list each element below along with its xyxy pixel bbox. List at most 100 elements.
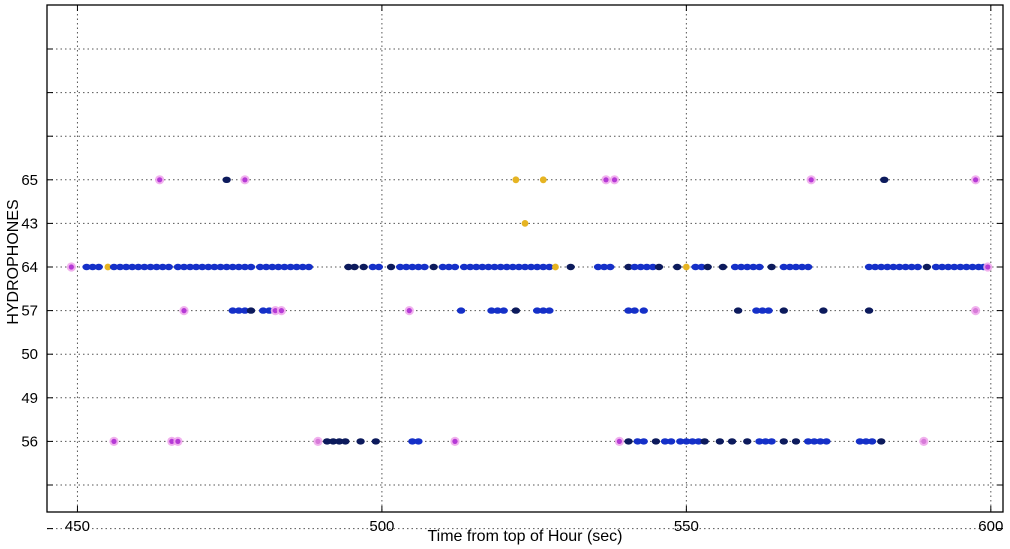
detection-point xyxy=(651,438,661,445)
detection-point xyxy=(82,263,91,271)
detection-point xyxy=(624,307,633,314)
detection-point xyxy=(985,264,991,270)
detection-point xyxy=(191,263,201,271)
detection-point xyxy=(743,263,752,271)
detection-point xyxy=(240,307,250,314)
detection-point xyxy=(532,307,542,314)
detection-point xyxy=(743,438,752,445)
detection-point xyxy=(639,307,648,314)
detection-point xyxy=(962,263,971,271)
detection-point xyxy=(691,263,700,271)
detection-point xyxy=(913,263,922,271)
detection-point xyxy=(526,263,536,271)
detection-point xyxy=(255,263,265,271)
detection-point xyxy=(490,263,499,271)
detection-point xyxy=(268,263,277,271)
y-tick-label: 56 xyxy=(21,433,38,450)
detection-point xyxy=(931,263,941,271)
detection-point xyxy=(88,263,97,271)
y-tick-label: 64 xyxy=(21,259,38,276)
detection-point xyxy=(520,263,530,271)
detection-point xyxy=(104,263,112,271)
detection-point xyxy=(972,308,979,314)
detection-point xyxy=(539,176,547,184)
x-axis-label: Time from top of Hour (sec) xyxy=(427,528,622,545)
detection-point xyxy=(803,263,813,271)
detection-point xyxy=(593,263,603,271)
detection-point xyxy=(472,263,481,271)
detection-point xyxy=(452,438,458,444)
detection-point xyxy=(115,263,125,271)
detection-point xyxy=(111,438,117,444)
detection-point xyxy=(700,438,709,445)
x-tick-label: 500 xyxy=(369,518,394,535)
detection-point xyxy=(438,263,447,271)
detection-point xyxy=(344,263,353,271)
detection-point xyxy=(539,307,548,314)
detection-point xyxy=(246,307,256,314)
detection-point xyxy=(867,438,877,445)
detection-point xyxy=(922,263,932,271)
detection-point xyxy=(395,263,405,271)
detection-point xyxy=(140,263,149,271)
detection-point xyxy=(861,438,871,445)
detection-point xyxy=(758,307,767,314)
grid-lines xyxy=(47,5,1003,530)
detection-point xyxy=(864,263,874,271)
detection-point xyxy=(616,438,622,444)
detection-point xyxy=(514,263,524,271)
detection-point xyxy=(749,263,758,271)
detection-point xyxy=(630,307,639,314)
detection-point xyxy=(545,307,554,314)
detection-point xyxy=(779,438,788,445)
detection-point xyxy=(222,176,231,183)
detection-point xyxy=(280,263,289,271)
detection-point xyxy=(359,263,368,271)
detection-point xyxy=(630,263,639,271)
detection-point xyxy=(292,263,301,271)
detection-point xyxy=(478,263,487,271)
detection-point xyxy=(779,307,788,314)
detection-point xyxy=(855,438,865,445)
detection-point xyxy=(730,263,740,271)
detection-point xyxy=(624,263,633,271)
detection-point xyxy=(682,438,691,445)
detection-point xyxy=(764,307,773,314)
detection-point xyxy=(880,176,889,183)
detection-point xyxy=(444,263,454,271)
detection-point xyxy=(502,263,511,271)
detection-point xyxy=(682,263,690,271)
detection-point xyxy=(246,263,256,271)
detection-point xyxy=(603,177,609,183)
detection-point xyxy=(128,263,137,271)
y-tick-label: 43 xyxy=(21,215,38,232)
detection-point xyxy=(752,307,761,314)
detection-point xyxy=(350,263,359,271)
detection-point xyxy=(956,263,965,271)
detection-point xyxy=(870,263,880,271)
detection-point xyxy=(819,307,828,314)
detection-point xyxy=(654,263,664,271)
detection-point xyxy=(158,263,167,271)
detection-point xyxy=(274,263,283,271)
detection-point xyxy=(676,438,685,445)
detection-point xyxy=(779,263,788,271)
detection-point xyxy=(298,263,307,271)
detection-point xyxy=(611,177,618,183)
detection-point xyxy=(420,263,429,271)
detection-point xyxy=(636,263,645,271)
detection-point xyxy=(968,263,977,271)
detection-point xyxy=(552,263,559,271)
detection-point xyxy=(864,307,874,314)
detection-point xyxy=(673,263,682,271)
detection-point xyxy=(429,263,438,271)
detection-point xyxy=(371,438,381,445)
detection-point xyxy=(185,263,195,271)
detection-point xyxy=(810,438,819,445)
detection-point xyxy=(797,263,807,271)
detection-point xyxy=(718,263,728,271)
detection-point xyxy=(633,438,642,445)
detection-point xyxy=(532,263,542,271)
detection-point xyxy=(258,307,268,314)
detection-point xyxy=(791,438,801,445)
